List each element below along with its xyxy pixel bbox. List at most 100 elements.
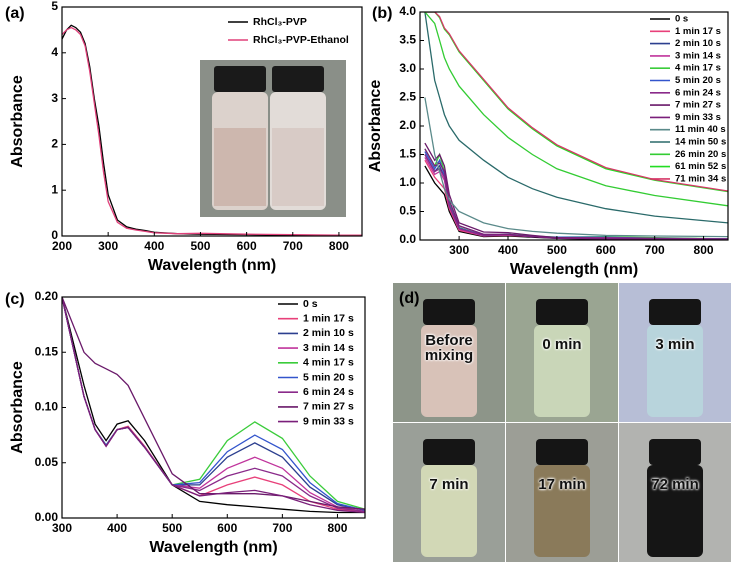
vial-cap: [536, 299, 588, 325]
y-tick-label: 0.05: [35, 455, 59, 469]
caption: 0 min: [542, 336, 582, 353]
vial-cap: [649, 299, 701, 325]
y-tick-label: 4: [51, 45, 58, 59]
x-tick-label: 700: [283, 239, 303, 253]
x-tick-label: 800: [327, 521, 347, 535]
y-tick-label: 2: [51, 137, 58, 151]
panel-label: (a): [5, 5, 25, 22]
vial: [534, 465, 590, 557]
y-tick-label: 2.5: [399, 90, 416, 104]
legend-label: 11 min 40 s: [675, 124, 726, 135]
x-tick-label: 400: [107, 521, 127, 535]
y-axis-title: Absorbance: [9, 361, 26, 454]
vial-cap: [423, 299, 475, 325]
legend-label: 6 min 24 s: [675, 87, 721, 98]
y-tick-label: 3.0: [399, 61, 416, 75]
y-tick-label: 1.0: [399, 175, 416, 189]
caption: 7 min: [429, 476, 469, 493]
vial-cap: [423, 439, 475, 465]
legend-label: 14 min 50 s: [675, 137, 726, 148]
legend-label: 6 min 24 s: [303, 386, 354, 398]
photo: 72 min: [619, 423, 731, 562]
x-tick-label: 500: [190, 239, 210, 253]
series-line: [62, 26, 362, 236]
legend-label: 9 min 33 s: [675, 112, 721, 123]
legend-label: 3 min 14 s: [303, 342, 354, 354]
photo: Before mixing: [393, 283, 505, 422]
y-axis-title: Absorbance: [367, 80, 384, 173]
series-line: [424, 12, 728, 207]
y-tick-label: 5: [51, 0, 58, 13]
x-tick-label: 600: [217, 521, 237, 535]
caption: 17 min: [538, 476, 586, 493]
series-line: [62, 297, 365, 514]
legend-label: 7 min 27 s: [303, 401, 354, 413]
y-tick-label: 0.20: [35, 289, 59, 303]
legend-label: RhCl₃-PVP: [253, 16, 307, 28]
legend-label: 61 min 52 s: [675, 161, 726, 172]
x-axis-title: Wavelength (nm): [148, 257, 276, 274]
caption: Before mixing: [424, 332, 474, 364]
x-tick-label: 400: [498, 243, 518, 257]
x-tick-label: 600: [596, 243, 616, 257]
x-tick-label: 300: [52, 521, 72, 535]
y-tick-label: 0: [51, 228, 58, 242]
y-tick-label: 4.0: [399, 4, 416, 18]
vial-cap: [536, 439, 588, 465]
y-tick-label: 0.15: [35, 344, 59, 358]
vial-cap: [649, 439, 701, 465]
legend-label: 0 s: [675, 14, 688, 25]
panel-label: (c): [5, 291, 25, 308]
vial: [647, 465, 703, 557]
vial: [421, 465, 477, 557]
legend-label: RhCl₃-PVP-Ethanol: [253, 34, 349, 46]
legend-label: 1 min 17 s: [675, 26, 721, 37]
series-line: [424, 12, 728, 192]
x-tick-label: 200: [52, 239, 72, 253]
photo: 0 min: [506, 283, 618, 422]
x-tick-label: 700: [272, 521, 292, 535]
legend-label: 71 min 34 s: [675, 173, 726, 184]
series-line: [424, 97, 728, 238]
legend-label: 2 min 10 s: [675, 38, 721, 49]
legend-label: 26 min 20 s: [675, 149, 726, 160]
y-tick-label: 0.10: [35, 400, 59, 414]
x-tick-label: 400: [144, 239, 164, 253]
legend-label: 0 s: [303, 298, 318, 310]
legend-label: 5 min 20 s: [675, 75, 721, 86]
photo: 17 min: [506, 423, 618, 562]
vial: [421, 325, 477, 417]
photo: 3 min: [619, 283, 731, 422]
legend-label: 1 min 17 s: [303, 312, 354, 324]
y-tick-label: 3: [51, 91, 58, 105]
y-tick-label: 1: [51, 182, 58, 196]
y-tick-label: 0.5: [399, 204, 416, 218]
x-tick-label: 800: [329, 239, 349, 253]
y-tick-label: 0.0: [399, 232, 416, 246]
x-tick-label: 300: [449, 243, 469, 257]
vial: [647, 325, 703, 417]
series-line: [424, 12, 728, 224]
x-tick-label: 500: [547, 243, 567, 257]
x-tick-label: 700: [645, 243, 665, 257]
x-axis-title: Wavelength (nm): [510, 261, 638, 278]
inset-photo: [200, 60, 346, 217]
panel-label: (d): [399, 290, 420, 307]
y-tick-label: 2.0: [399, 118, 416, 132]
y-axis-title: Absorbance: [9, 75, 26, 168]
x-tick-label: 300: [98, 239, 118, 253]
panel-label: (b): [372, 5, 392, 22]
legend-label: 7 min 27 s: [675, 100, 721, 111]
photo: 7 min: [393, 423, 505, 562]
x-axis-title: Wavelength (nm): [149, 539, 277, 556]
y-tick-label: 3.5: [399, 33, 416, 47]
y-tick-label: 0.00: [35, 510, 59, 524]
legend-label: 9 min 33 s: [303, 415, 354, 427]
legend-label: 2 min 10 s: [303, 327, 354, 339]
legend-label: 4 min 17 s: [303, 357, 354, 369]
x-tick-label: 500: [162, 521, 182, 535]
legend-label: 4 min 17 s: [675, 63, 721, 74]
plot-frame: [61, 6, 363, 237]
legend-label: 3 min 14 s: [675, 50, 721, 61]
